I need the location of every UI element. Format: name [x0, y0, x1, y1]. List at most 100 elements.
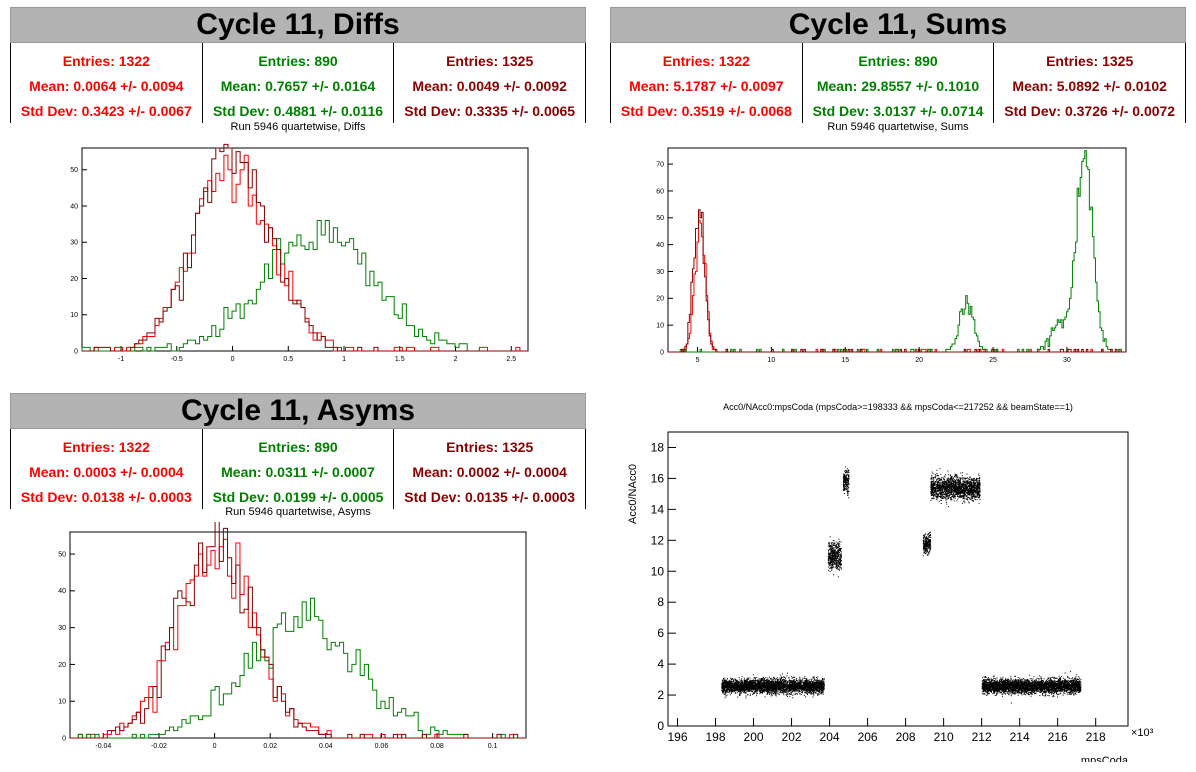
x-tick-label: 15 — [841, 357, 849, 364]
x-axis-label: mpsCoda — [1081, 755, 1129, 762]
stat-mean: Mean: 29.8557 +/- 0.1010 — [816, 78, 980, 94]
asyms-chart-title: Run 5946 quartetwise, Asyms — [225, 506, 371, 518]
diffs-stat-green: Entries: 890 Mean: 0.7657 +/- 0.0164 Std… — [203, 43, 395, 123]
x-tick-label: -1 — [118, 356, 124, 363]
histogram-series-0 — [70, 538, 526, 739]
histogram-series-2 — [668, 209, 1126, 353]
histogram-series-2 — [70, 522, 526, 739]
y-tick-label: 40 — [58, 588, 66, 595]
x-tick-label: 208 — [896, 730, 916, 744]
y-tick-label: 50 — [656, 215, 664, 222]
y-tick-label: 10 — [651, 564, 665, 578]
x-tick-label: 5 — [696, 357, 700, 364]
x-tick-label: 214 — [1010, 730, 1030, 744]
y-tick-label: 50 — [70, 167, 78, 174]
plot-frame — [81, 147, 529, 352]
stat-entries: Entries: 1322 — [62, 439, 150, 455]
scatter-points — [721, 466, 1082, 704]
x-tick-label: 0.08 — [430, 743, 444, 750]
asyms-panel: Cycle 11, Asyms Entries: 1322 Mean: 0.00… — [10, 393, 586, 511]
stat-entries: Entries: 890 — [258, 439, 338, 455]
x-tick-label: 0 — [231, 356, 235, 363]
x-tick-label: 1 — [342, 356, 346, 363]
asyms-stat-green: Entries: 890 Mean: 0.0311 +/- 0.0007 Std… — [203, 429, 395, 509]
y-tick-label: 18 — [651, 440, 665, 454]
diffs-stats: Entries: 1322 Mean: 0.0064 +/- 0.0094 St… — [10, 43, 586, 123]
x-tick-label: 30 — [1063, 357, 1071, 364]
y-tick-label: 0 — [660, 349, 664, 356]
x-tick-label: -0.04 — [95, 743, 111, 750]
stat-entries: Entries: 1325 — [1046, 53, 1134, 69]
plot-frame — [69, 531, 527, 739]
y-tick-label: 4 — [657, 657, 664, 671]
y-tick-label: 30 — [70, 240, 78, 247]
stat-entries: Entries: 1325 — [446, 53, 534, 69]
stat-mean: Mean: 0.0049 +/- 0.0092 — [412, 78, 567, 94]
y-tick-label: 12 — [651, 533, 665, 547]
stat-std: Std Dev: 0.3726 +/- 0.0072 — [1004, 103, 1176, 119]
sums-stat-green: Entries: 890 Mean: 29.8557 +/- 0.1010 St… — [803, 43, 995, 123]
y-tick-label: 0 — [74, 348, 78, 355]
y-tick-label: 60 — [656, 188, 664, 195]
diffs-panel: Cycle 11, Diffs Entries: 1322 Mean: 0.00… — [10, 7, 586, 125]
x-tick-label: 212 — [972, 730, 992, 744]
sums-title: Cycle 11, Sums — [610, 7, 1186, 43]
stat-mean: Mean: 0.7657 +/- 0.0164 — [220, 78, 376, 94]
sums-histogram: 5 10 15 20 25 30 0 10 20 30 40 50 60 70 — [656, 147, 1127, 364]
y-tick-label: 8 — [657, 595, 664, 609]
x-tick-label: 196 — [667, 730, 687, 744]
histogram-series-2 — [82, 143, 528, 352]
sums-stat-darkred: Entries: 1325 Mean: 5.0892 +/- 0.0102 St… — [994, 43, 1185, 123]
y-tick-label: 14 — [651, 502, 665, 516]
x-tick-label: 0.04 — [319, 743, 333, 750]
y-tick-label: 10 — [70, 312, 78, 319]
y-tick-label: 70 — [656, 161, 664, 168]
y-tick-label: 20 — [70, 276, 78, 283]
histogram-series-1 — [81, 220, 528, 352]
y-tick-label: 30 — [58, 625, 66, 632]
x-tick-label: 0 — [213, 743, 217, 750]
sums-stat-red: Entries: 1322 Mean: 5.1787 +/- 0.0097 St… — [611, 43, 803, 123]
x-tick-label: 216 — [1048, 730, 1068, 744]
x-tick-label: 210 — [934, 730, 954, 744]
y-tick-label: 20 — [58, 662, 66, 669]
y-tick-label: 0 — [657, 719, 664, 733]
x-tick-label: 2 — [454, 356, 458, 363]
stat-std: Std Dev: 0.3335 +/- 0.0065 — [404, 103, 576, 119]
stat-mean: Mean: 5.0892 +/- 0.0102 — [1012, 78, 1167, 94]
asyms-stats: Entries: 1322 Mean: 0.0003 +/- 0.0004 St… — [10, 429, 586, 509]
x-tick-label: 206 — [858, 730, 878, 744]
stat-std: Std Dev: 0.3519 +/- 0.0068 — [620, 103, 792, 119]
x-tick-label: 198 — [706, 730, 726, 744]
x-tick-label: 2.5 — [506, 356, 516, 363]
stat-mean: Mean: 5.1787 +/- 0.0097 — [629, 78, 784, 94]
x-tick-label: 204 — [820, 730, 840, 744]
x-tick-label: 20 — [915, 357, 923, 364]
x-axis-exponent: ×10³ — [1131, 727, 1154, 739]
x-tick-label: 218 — [1086, 730, 1106, 744]
x-tick-label: 200 — [744, 730, 764, 744]
stat-entries: Entries: 1322 — [62, 53, 150, 69]
stat-entries: Entries: 890 — [258, 53, 338, 69]
y-tick-label: 50 — [58, 551, 66, 558]
y-tick-label: 16 — [651, 471, 665, 485]
stat-std: Std Dev: 3.0137 +/- 0.0714 — [812, 103, 984, 119]
stat-mean: Mean: 0.0064 +/- 0.0094 — [29, 78, 184, 94]
diffs-chart-title: Run 5946 quartetwise, Diffs — [230, 121, 366, 133]
stat-entries: Entries: 1325 — [446, 439, 534, 455]
x-tick-label: -0.02 — [151, 743, 167, 750]
stat-std: Std Dev: 0.0135 +/- 0.0003 — [404, 489, 576, 505]
stat-mean: Mean: 0.0311 +/- 0.0007 — [221, 464, 375, 480]
diffs-histogram: -1 -0.5 0 0.5 1 1.5 2 2.5 0 10 20 30 40 50 — [70, 143, 529, 363]
scatter-plot: 196 198 200 202 204 206 208 210 212 214 216 218 0 2 4 6… — [627, 431, 1154, 762]
sums-panel: Cycle 11, Sums Entries: 1322 Mean: 5.178… — [610, 7, 1186, 125]
x-tick-label: 0.02 — [263, 743, 277, 750]
stat-std: Std Dev: 0.0138 +/- 0.0003 — [20, 489, 192, 505]
x-tick-label: 25 — [989, 357, 997, 364]
sums-stats: Entries: 1322 Mean: 5.1787 +/- 0.0097 St… — [610, 43, 1186, 123]
asyms-stat-darkred: Entries: 1325 Mean: 0.0002 +/- 0.0004 St… — [394, 429, 585, 509]
y-tick-label: 10 — [58, 699, 66, 706]
stat-std: Std Dev: 0.4881 +/- 0.0116 — [212, 103, 384, 119]
y-tick-label: 20 — [656, 296, 664, 303]
scatter-title: Acc0/NAcc0:mpsCoda (mpsCoda>=198333 && m… — [723, 402, 1073, 412]
